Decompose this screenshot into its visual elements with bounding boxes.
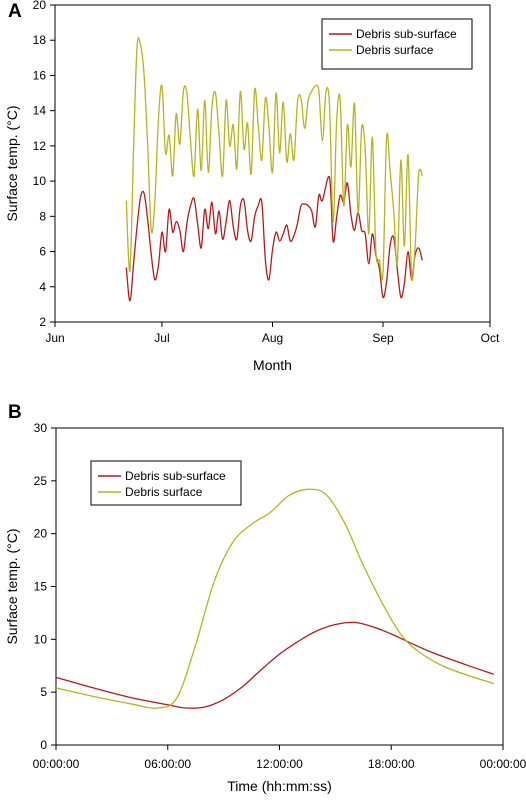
panel-b: B 0 5 10 15 20 25 30 00:00:00 06:00:00 12:00:00 18:… (4, 402, 526, 794)
y-tick-label: 14 (33, 104, 47, 118)
x-axis-label: Month (253, 357, 292, 373)
panel-letter: A (8, 1, 22, 22)
x-tick-label: 06:00:00 (144, 757, 191, 771)
y-axis-label: Surface temp. (°C) (4, 105, 20, 221)
y-tick-label: 30 (34, 421, 48, 435)
x-tick-label: 00:00:00 (33, 757, 80, 771)
y-tick-label: 5 (40, 685, 47, 699)
y-axis-label: Surface temp. (°C) (4, 528, 20, 644)
x-tick-label: Jul (154, 331, 169, 345)
x-tick-label: 18:00:00 (368, 757, 415, 771)
legend-box (321, 18, 473, 70)
series-line-debris-surface (125, 36, 423, 282)
y-tick-label: 18 (33, 33, 47, 47)
y-tick-label: 0 (40, 738, 47, 752)
y-tick-label: 10 (33, 174, 47, 188)
y-tick-label: 20 (33, 0, 47, 12)
y-tick-label: 20 (34, 527, 48, 541)
x-tick-label: 12:00:00 (256, 757, 303, 771)
y-tick-label: 8 (39, 209, 46, 223)
legend-label: Debris sub-surface (125, 469, 226, 483)
legend-label: Debris surface (356, 43, 434, 57)
y-tick-label: 25 (34, 474, 48, 488)
panel-letter: B (8, 402, 22, 423)
y-tick-label: 4 (39, 280, 46, 294)
panel-a: A 2 4 6 8 10 12 14 16 18 20 Jun Jul Aug Sep Oct Month Sur… (4, 0, 500, 373)
x-tick-label: 00:00:00 (480, 757, 526, 771)
y-tick-label: 10 (34, 632, 48, 646)
x-tick-label: Sep (372, 331, 394, 345)
x-axis-label: Time (hh:mm:ss) (227, 778, 331, 794)
x-tick-label: Jun (45, 331, 64, 345)
legend-box (90, 460, 242, 506)
x-tick-label: Aug (262, 331, 283, 345)
y-tick-label: 6 (39, 245, 46, 259)
y-tick-label: 15 (34, 580, 48, 594)
y-tick-label: 2 (39, 315, 46, 329)
legend-label: Debris surface (125, 485, 203, 499)
series-line-debris-surface (55, 488, 494, 709)
series-line-debris-sub-surface (55, 621, 494, 709)
y-tick-label: 16 (33, 68, 47, 82)
x-tick-label: Oct (481, 331, 500, 345)
y-tick-label: 12 (33, 139, 47, 153)
legend-label: Debris sub-surface (356, 27, 457, 41)
series-line-debris-sub-surface (125, 175, 423, 302)
